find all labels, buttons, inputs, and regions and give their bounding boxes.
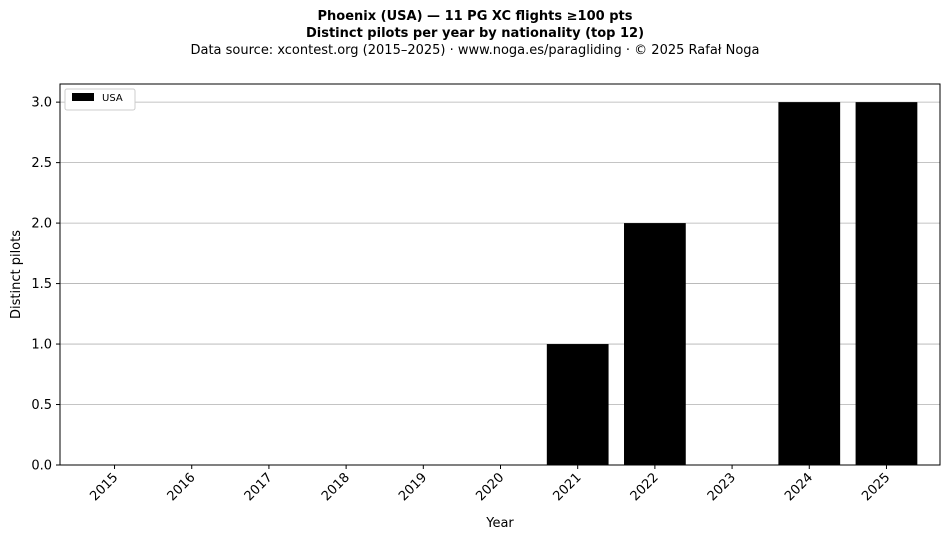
x-tick-label: 2020 [473,470,507,504]
x-tick-label: 2025 [859,470,893,504]
x-tick-label: 2019 [396,470,430,504]
chart-subtitle: Distinct pilots per year by nationality … [305,26,645,41]
y-tick-label: 0.5 [31,398,52,413]
x-tick-label: 2024 [782,470,816,504]
y-tick-label: 2.0 [31,217,52,232]
x-tick-label: 2015 [87,470,121,504]
bar-2022 [624,223,686,465]
legend-swatch [72,93,94,101]
y-tick-label: 1.0 [31,338,52,353]
bar-2025 [855,102,918,466]
x-tick-label: 2022 [628,470,662,504]
y-tick-label: 2.5 [31,156,52,171]
x-tick-label: 2017 [242,470,276,504]
legend-label: USA [102,93,123,104]
x-tick-label: 2023 [705,470,739,504]
data-source-note: Data source: xcontest.org (2015–2025) · … [190,43,760,58]
chart-titles: Phoenix (USA) — 11 PG XC flights ≥100 pt… [0,8,950,59]
bar-2021 [546,344,609,465]
bar-2024 [778,102,841,466]
y-axis-label: Distinct pilots [9,230,24,319]
chart-title: Phoenix (USA) — 11 PG XC flights ≥100 pt… [317,9,633,24]
x-tick-label: 2021 [551,470,585,504]
y-tick-label: 0.0 [31,459,52,474]
y-tick-label: 3.0 [31,96,52,111]
x-axis-label: Year [485,516,514,531]
x-tick-label: 2018 [319,470,353,504]
y-tick-label: 1.5 [31,277,52,292]
x-tick-label: 2016 [165,470,199,504]
